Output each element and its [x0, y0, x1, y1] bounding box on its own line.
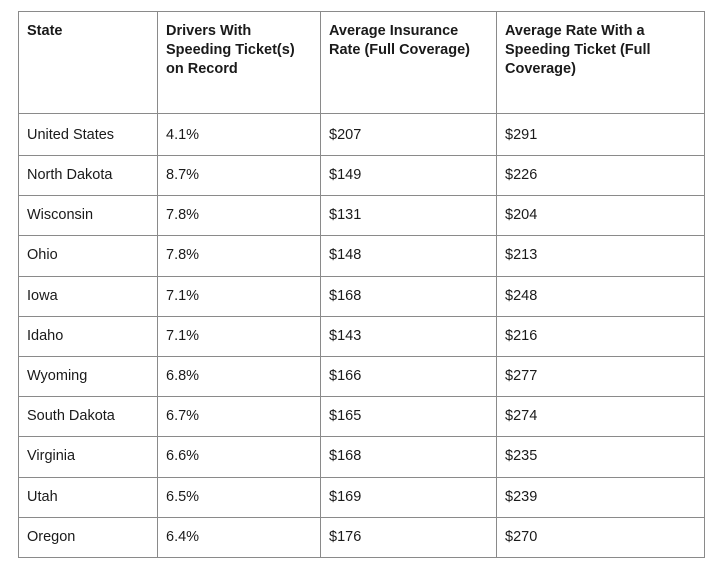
cell-rate-with-ticket: $248	[496, 275, 705, 317]
cell-drivers-pct: 7.1%	[157, 275, 321, 317]
cell-drivers-pct: 6.6%	[157, 436, 321, 478]
cell-rate-with-ticket: $277	[496, 355, 705, 398]
cell-state: Iowa	[18, 275, 158, 317]
cell-state: Utah	[18, 476, 158, 518]
cell-state: South Dakota	[18, 396, 158, 438]
table-row: Wyoming 6.8% $166 $277	[18, 355, 705, 398]
cell-drivers-pct: 6.8%	[157, 355, 321, 398]
header-rate-with-ticket: Average Rate With a Speeding Ticket (Ful…	[496, 11, 705, 114]
cell-average-rate: $148	[320, 235, 497, 277]
cell-drivers-pct: 6.7%	[157, 396, 321, 438]
cell-state: Idaho	[18, 315, 158, 357]
cell-average-rate: $143	[320, 315, 497, 357]
cell-average-rate: $176	[320, 516, 497, 558]
cell-drivers-pct: 7.8%	[157, 195, 321, 237]
table-body: United States 4.1% $207 $291 North Dakot…	[18, 113, 705, 558]
table-row: Idaho 7.1% $143 $216	[18, 315, 705, 357]
cell-rate-with-ticket: $270	[496, 516, 705, 558]
table-row: Ohio 7.8% $148 $213	[18, 235, 705, 277]
cell-state: Oregon	[18, 516, 158, 558]
cell-average-rate: $169	[320, 476, 497, 518]
table-row: Iowa 7.1% $168 $248	[18, 275, 705, 317]
cell-average-rate: $168	[320, 436, 497, 478]
cell-drivers-pct: 7.1%	[157, 315, 321, 357]
cell-rate-with-ticket: $204	[496, 195, 705, 237]
table-row: North Dakota 8.7% $149 $226	[18, 154, 705, 197]
cell-rate-with-ticket: $239	[496, 476, 705, 518]
cell-state: North Dakota	[18, 154, 158, 197]
speeding-ticket-insurance-table: State Drivers With Speeding Ticket(s) on…	[18, 11, 705, 558]
table-row: Utah 6.5% $169 $239	[18, 476, 705, 518]
cell-average-rate: $166	[320, 355, 497, 398]
cell-drivers-pct: 6.4%	[157, 516, 321, 558]
cell-rate-with-ticket: $226	[496, 154, 705, 197]
cell-state: Ohio	[18, 235, 158, 277]
cell-rate-with-ticket: $274	[496, 396, 705, 438]
cell-drivers-pct: 6.5%	[157, 476, 321, 518]
cell-drivers-pct: 4.1%	[157, 113, 321, 156]
table-row: United States 4.1% $207 $291	[18, 113, 705, 156]
cell-drivers-pct: 8.7%	[157, 154, 321, 197]
cell-average-rate: $165	[320, 396, 497, 438]
cell-average-rate: $131	[320, 195, 497, 237]
speeding-ticket-insurance-table-container: State Drivers With Speeding Ticket(s) on…	[18, 11, 705, 558]
cell-rate-with-ticket: $213	[496, 235, 705, 277]
cell-state: Wyoming	[18, 355, 158, 398]
cell-state: United States	[18, 113, 158, 156]
cell-average-rate: $207	[320, 113, 497, 156]
table-row: Wisconsin 7.8% $131 $204	[18, 195, 705, 237]
header-drivers-with-tickets: Drivers With Speeding Ticket(s) on Recor…	[157, 11, 321, 114]
header-average-rate: Average Insurance Rate (Full Coverage)	[320, 11, 497, 114]
cell-average-rate: $149	[320, 154, 497, 197]
header-state: State	[18, 11, 158, 114]
header-row: State Drivers With Speeding Ticket(s) on…	[18, 11, 705, 114]
table-row: Virginia 6.6% $168 $235	[18, 436, 705, 478]
table-header: State Drivers With Speeding Ticket(s) on…	[18, 11, 705, 114]
table-row: Oregon 6.4% $176 $270	[18, 516, 705, 558]
cell-rate-with-ticket: $216	[496, 315, 705, 357]
cell-drivers-pct: 7.8%	[157, 235, 321, 277]
cell-state: Virginia	[18, 436, 158, 478]
cell-rate-with-ticket: $235	[496, 436, 705, 478]
table-row: South Dakota 6.7% $165 $274	[18, 396, 705, 438]
cell-average-rate: $168	[320, 275, 497, 317]
cell-state: Wisconsin	[18, 195, 158, 237]
cell-rate-with-ticket: $291	[496, 113, 705, 156]
